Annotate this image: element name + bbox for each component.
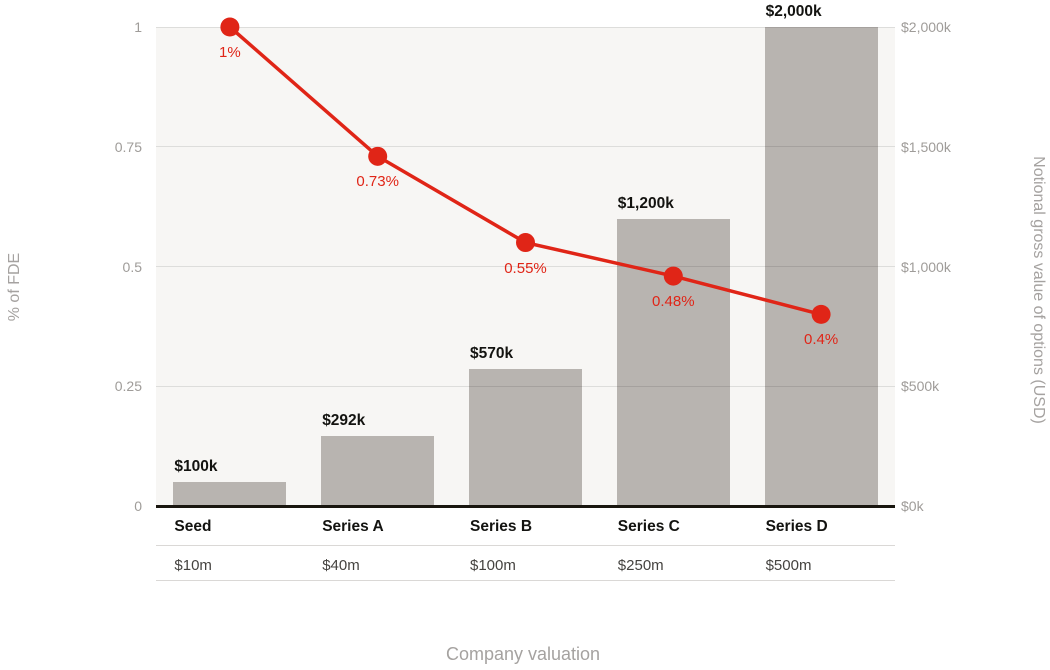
bar-series-b — [469, 369, 582, 506]
right-axis-tick-label: $0k — [901, 498, 924, 514]
right-axis-title: Notional gross value of options (USD) — [1030, 156, 1047, 424]
right-axis-tick-label: $2,000k — [901, 19, 951, 35]
bar-value-label: $1,200k — [617, 194, 674, 212]
valuation-label: $500m — [765, 557, 812, 574]
bar-series-c — [616, 218, 730, 506]
left-axis-tick-label: 0.25 — [114, 378, 142, 395]
bar-seed — [173, 482, 287, 506]
valuation-label: $40m — [322, 557, 360, 574]
category-label-series-b: Series B — [470, 518, 533, 535]
category-label-seed: Seed — [174, 518, 212, 535]
left-axis-tick-label: 0 — [134, 498, 142, 514]
gridline — [156, 385, 895, 387]
left-axis-tick-label: 0.5 — [122, 258, 142, 275]
right-axis-tick-label: $500k — [901, 378, 940, 395]
fde-point-label: 1% — [219, 44, 241, 61]
bar-series-a — [321, 436, 435, 506]
fde-point-label: 0.73% — [356, 173, 399, 191]
fde-point-label: 0.55% — [504, 259, 547, 277]
fde-point-label: 0.48% — [652, 293, 695, 311]
right-axis-tick-label: $1,000k — [901, 258, 951, 275]
bar-value-label: $100k — [174, 458, 218, 476]
table-separator — [156, 545, 895, 546]
left-axis-tick-label: 1 — [134, 19, 142, 35]
left-axis-tick-label: 0.75 — [114, 138, 142, 155]
bar-value-label: $292k — [322, 412, 366, 430]
left-axis-title: % of FDE — [6, 252, 23, 322]
valuation-label: $250m — [617, 557, 664, 574]
right-axis-tick-label: $1,500k — [901, 138, 951, 155]
category-label-series-d: Series D — [765, 518, 828, 535]
table-separator — [156, 580, 895, 581]
bar-value-label: $570k — [470, 345, 514, 363]
valuation-label: $10m — [174, 557, 212, 574]
gridline — [156, 26, 895, 28]
x-axis-line — [156, 505, 895, 508]
category-label-series-a: Series A — [322, 518, 384, 535]
valuation-label: $100m — [470, 557, 516, 574]
fde-point-label: 0.4% — [803, 331, 839, 349]
gridline — [156, 146, 895, 148]
x-axis-title: Company valuation — [445, 644, 601, 664]
bar-value-label: $2,000k — [765, 3, 822, 20]
category-label-series-c: Series C — [617, 518, 680, 535]
